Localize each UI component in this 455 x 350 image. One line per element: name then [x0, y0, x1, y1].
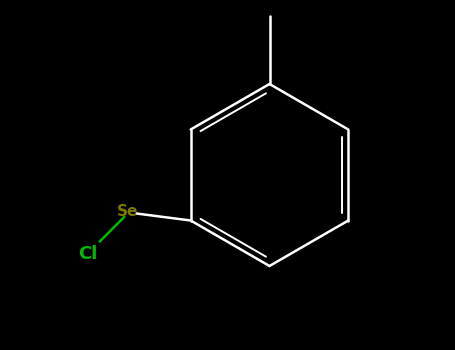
Text: Se: Se — [117, 204, 138, 219]
Text: Cl: Cl — [78, 245, 97, 263]
